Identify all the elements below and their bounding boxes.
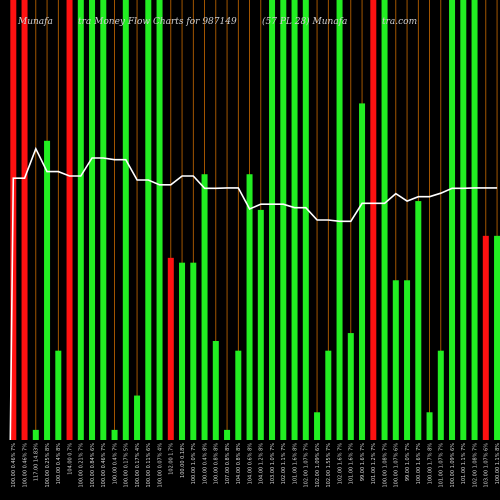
chart-title-right-tail: tra.com [382,17,417,27]
x-tick-label: 101.00 1.6% 8% [292,443,298,485]
x-tick-label: 101.00 1.2% 7% [371,443,377,485]
x-tick-label: 102.00 1.6% 7% [337,443,343,485]
x-tick-label: 100.00 0.46% 7% [101,443,107,488]
bar-31 [359,103,366,441]
bar-34 [392,280,399,440]
x-tick-label: 100.00 1.6% 7% [416,443,422,485]
x-tick-label: 100.00 0.21% 7% [79,443,85,488]
x-tick-label: 100.00 1.08% 7% [382,443,388,488]
x-tick-label: 100.00 1.7% 8% [427,443,433,485]
x-tick-label: 100.00 0.11% 6% [146,443,152,488]
x-tick-label: 100.00 0.25% 8% [45,443,51,488]
bar-32 [370,0,377,440]
vertical-gridlines [12,0,498,440]
x-tick-label: 104.00 0.7% [67,443,73,475]
bar-11 [134,395,141,440]
bar-3 [44,140,51,441]
bar-36 [415,201,422,440]
bar-16 [190,262,197,440]
bar-18 [212,341,219,440]
x-tick-label: 100.00 0.17% 4% [135,443,141,488]
bar-21 [246,174,253,441]
x-tick-labels: 100.00 0.46% 7% 100.00 0.46% 7% 117.00 14.… [11,443,500,488]
bar-25 [291,0,298,440]
bar-40 [460,0,467,440]
money-flow-line [9,146,498,441]
x-tick-label: 102.00 1.1% 7% [281,443,287,485]
x-tick-label: 103.00 1.07% 6% [484,443,490,488]
bar-19 [224,429,231,440]
x-tick-label: 99.00 1.0% 7% [405,443,411,481]
x-tick-label: 104.00 1.2% 8% [259,443,265,485]
bar-39 [449,0,456,440]
bar-42 [482,235,489,440]
bar-30 [347,333,354,440]
x-tick-label: 102.00 1.55% 7% [326,443,332,488]
x-tick-label: 102.00 1.08% 7% [472,443,478,488]
bar-29 [336,0,343,440]
bar-22 [257,209,264,440]
x-tick-label: 100.00 0.46% 7% [11,443,17,488]
chart-title: tra Money Flow Charts for 987149 [78,17,237,27]
x-tick-label: 103.00 1.0% 7% [270,443,276,485]
x-tick-label: 104.00 0.8% 8% [236,443,242,485]
x-tick-label: 102.00 1.09% 6% [315,443,321,488]
x-tick-label: 101.00 1.1% 7% [461,443,467,485]
x-tick-label: 100.00 1.09% 6% [450,443,456,488]
bar-14 [167,257,174,440]
bar-5 [66,0,73,440]
bar-9 [111,429,118,440]
x-tick-label: 100.00 0.17% 5% [124,443,130,488]
x-tick-label: 100.00 0.4% 7% [112,443,118,485]
x-tick-label: 104.00 0.6% 8% [247,443,253,485]
bar-13 [156,0,163,440]
bar-7 [89,0,96,440]
bar-35 [404,280,411,440]
x-tick-label: 102.00 1.7% [169,443,175,475]
bar-17 [201,174,208,441]
bar-8 [100,0,107,440]
bar-24 [280,0,287,440]
bar-series [10,0,500,441]
bar-23 [269,0,276,440]
x-tick-label: 101.00 1.6% 7% [349,443,355,485]
bar-10 [122,0,129,440]
x-tick-label: 100.00 1.07% 6% [394,443,400,488]
x-tick-label: 107.00 0.8% 8% [225,443,231,485]
x-tick-label: 100.00 0.18% [180,443,186,478]
x-tick-label: 100.00 0.8% 8% [214,443,220,485]
bar-12 [145,0,152,440]
x-tick-label: 100.00 0.4% 8% [56,443,62,485]
bar-20 [235,350,242,440]
x-tick-label: 100.00 0.4% 8% [202,443,208,485]
bar-15 [179,262,186,440]
bar-2 [32,429,39,440]
x-tick-label: 100.00 0.07% 4% [157,443,163,488]
x-tick-label: 100.00 0.46% 7% [22,443,28,488]
chart-title-right: (57 PL 28) Munafa [262,16,347,27]
bar-37 [426,412,433,440]
bar-27 [314,412,321,440]
bar-43 [494,235,500,440]
x-tick-label: 100.00 0.84% 6% [90,443,96,488]
bar-4 [55,350,62,440]
x-tick-label: 100.00 1.0% 7% [191,443,197,485]
bar-26 [302,0,309,440]
x-tick-label: 100.00 1.1% 8% [495,443,500,485]
bar-38 [437,350,444,440]
bar-6 [77,0,84,440]
x-tick-label: 117.00 14.83% [34,443,40,481]
bar-41 [471,0,478,440]
chart-title-left: Munafa [17,17,53,27]
x-tick-label: 99.00 1.6% 7% [360,443,366,481]
x-tick-label: 102.00 1.07% 7% [304,443,310,488]
bar-33 [381,0,388,440]
x-tick-label: 101.00 1.07% 7% [439,443,445,488]
bar-1 [21,0,28,440]
bar-28 [325,350,332,440]
